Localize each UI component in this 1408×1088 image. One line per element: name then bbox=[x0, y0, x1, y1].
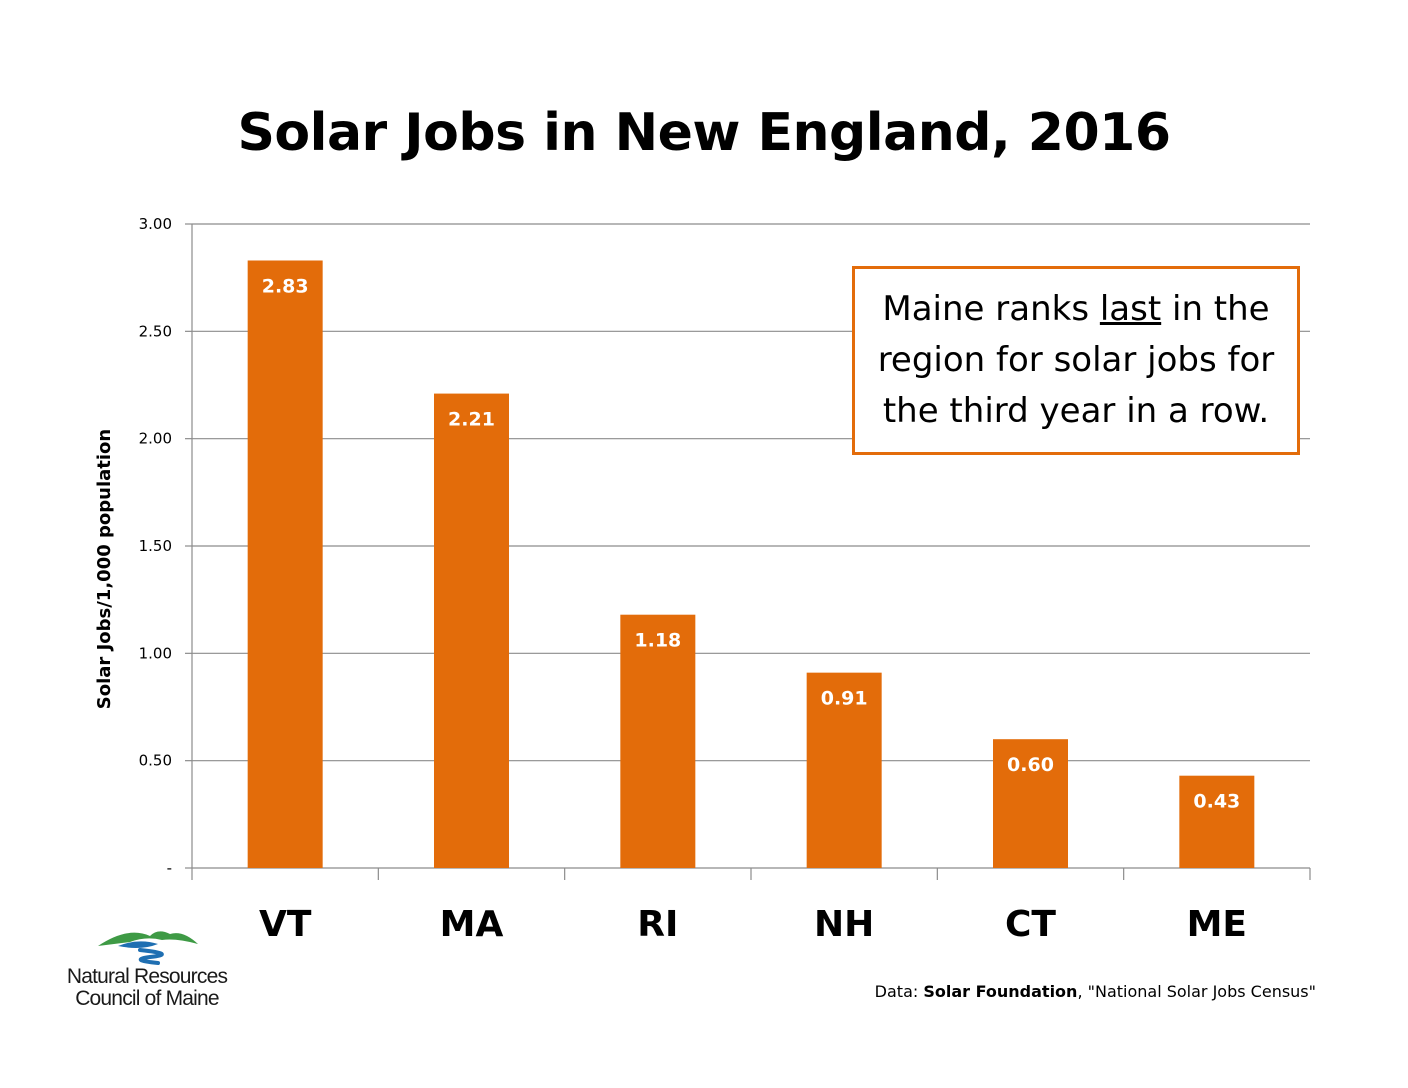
logo-line-1: Natural Resources bbox=[66, 965, 228, 988]
y-tick-label: 1.00 bbox=[139, 644, 172, 662]
callout-box: Maine ranks last in the region for solar… bbox=[852, 266, 1300, 455]
y-tick-label: 2.50 bbox=[139, 322, 172, 340]
gridlines bbox=[192, 223, 1310, 762]
mountains-river-logo bbox=[98, 931, 198, 965]
data-label: 0.43 bbox=[1193, 791, 1240, 813]
bar-vt bbox=[247, 260, 323, 868]
y-tick-label: 1.50 bbox=[139, 537, 172, 555]
bar-me bbox=[1179, 775, 1255, 868]
bars bbox=[247, 260, 1255, 868]
logo-line-2: Council of Maine bbox=[75, 987, 219, 1010]
y-tick-label: 3.00 bbox=[139, 215, 172, 233]
y-tick-label: - bbox=[167, 859, 172, 877]
data-label: 2.21 bbox=[448, 409, 495, 431]
labels: 2.83 VT 2.21 MA 1.18 RI 0.91 NH 0.60 CT 0.43 ME bbox=[259, 275, 1247, 945]
data-label: 0.60 bbox=[1007, 754, 1054, 776]
x-tick-label: NH bbox=[814, 904, 874, 945]
x-tick-label: MA bbox=[440, 904, 504, 945]
logo-text: Natural Resources Council of Maine bbox=[52, 966, 242, 1010]
data-label: 2.83 bbox=[262, 275, 309, 297]
y-axis-label: Solar Jobs/1,000 population bbox=[94, 429, 115, 709]
bar-ct bbox=[993, 739, 1068, 868]
x-tick-label: RI bbox=[637, 904, 678, 945]
chart-title: Solar Jobs in New England, 2016 bbox=[237, 103, 1171, 163]
callout-emphasis: last bbox=[1099, 289, 1162, 329]
y-tick-label: 0.50 bbox=[139, 752, 172, 770]
x-tick-label: CT bbox=[1005, 904, 1056, 945]
data-label: 0.91 bbox=[821, 688, 868, 710]
data-label: 1.18 bbox=[634, 630, 681, 652]
y-tick-label: 2.00 bbox=[139, 430, 172, 448]
x-tick-label: ME bbox=[1187, 904, 1247, 945]
callout-text: Maine ranks last in the region for solar… bbox=[877, 289, 1275, 431]
x-tick-label: VT bbox=[259, 904, 312, 945]
axes: - 0.50 1.00 1.50 2.00 2.50 3.00 bbox=[139, 215, 1311, 880]
bar-nh bbox=[806, 672, 882, 868]
bar-ri bbox=[620, 614, 696, 868]
bar-ma bbox=[434, 393, 509, 868]
source-note: Data: Solar Foundation, "National Solar … bbox=[874, 982, 1316, 1001]
